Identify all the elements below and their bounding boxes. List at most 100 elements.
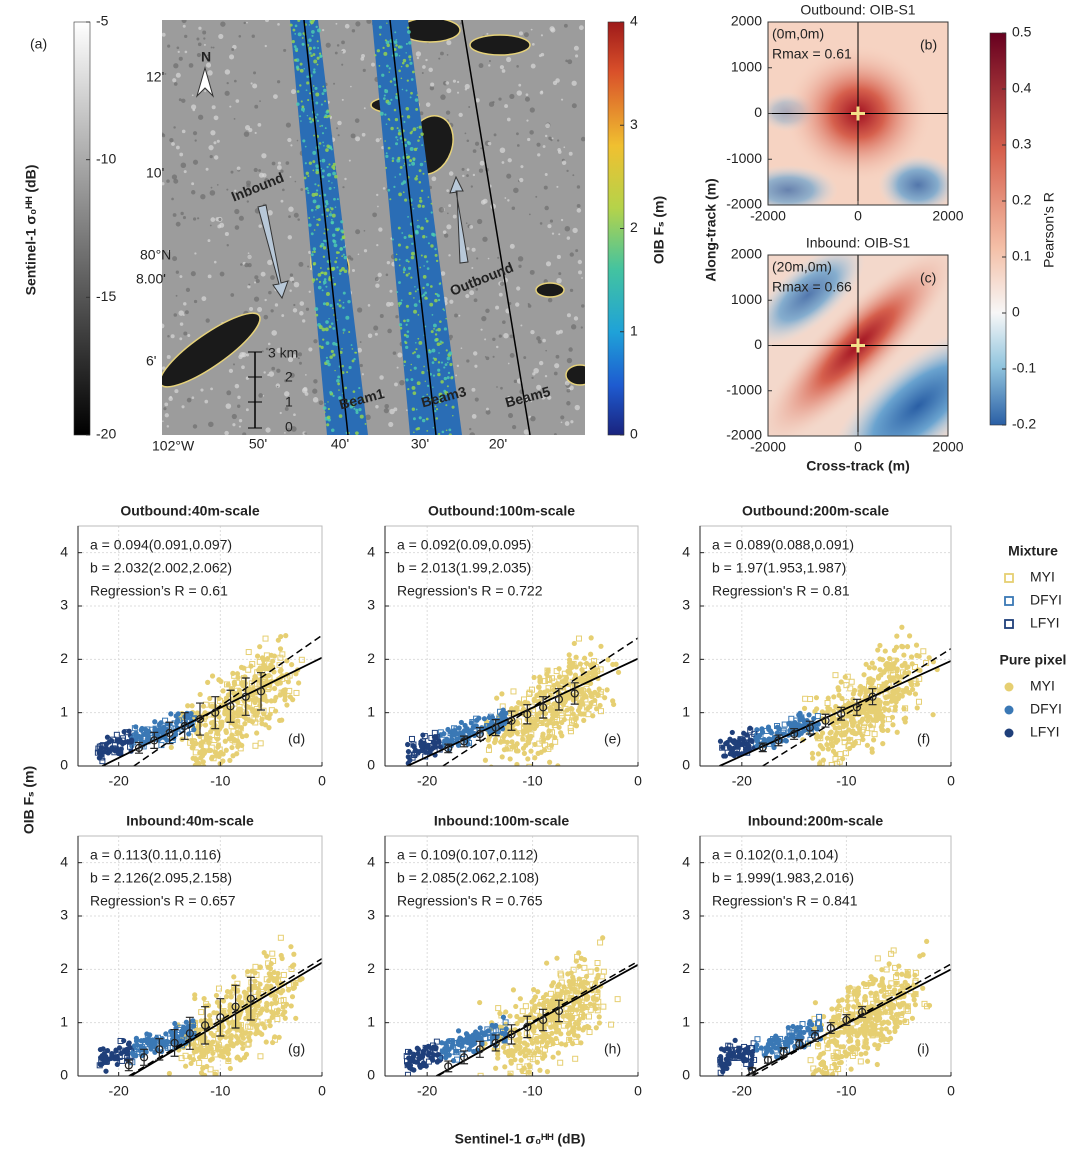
- map-texture: [299, 311, 303, 315]
- scatter-point-decor: [253, 712, 258, 717]
- swath-texture: [302, 43, 304, 45]
- swath-texture: [346, 371, 348, 373]
- swath-texture: [424, 161, 426, 163]
- scatter-point-decor: [556, 1050, 561, 1055]
- swath-texture: [387, 101, 391, 105]
- map-texture: [387, 329, 392, 334]
- fit-text: a = 0.094(0.091,0.097): [90, 537, 232, 553]
- colorbar-tick-label: -15: [96, 288, 116, 304]
- map-texture: [571, 324, 576, 329]
- map-texture: [248, 284, 250, 286]
- map-texture: [384, 408, 389, 413]
- swath-texture: [392, 160, 394, 162]
- map-texture: [211, 187, 213, 189]
- scatter-point-decor: [600, 935, 605, 940]
- map-texture: [552, 233, 554, 235]
- swath-texture: [339, 414, 343, 418]
- map-texture: [239, 35, 242, 38]
- map-texture: [165, 413, 169, 417]
- map-label: 0: [285, 419, 293, 435]
- scatter-point-decor: [445, 727, 450, 732]
- swath-texture: [332, 307, 334, 309]
- scatter-point-decor: [540, 731, 545, 736]
- swath-texture: [434, 248, 436, 250]
- scatter-point-decor: [727, 745, 732, 750]
- map-label: 102°W: [152, 438, 195, 454]
- scatter-point-decor: [454, 1049, 459, 1054]
- swath-texture: [344, 270, 348, 274]
- swath-texture: [292, 40, 295, 43]
- scatter-point-decor: [578, 1040, 583, 1045]
- swath-texture: [398, 70, 401, 73]
- scatter-point-decor: [900, 663, 905, 668]
- map-texture: [530, 270, 535, 275]
- map-texture: [466, 222, 468, 224]
- swath-texture: [317, 120, 319, 122]
- scatter-point-decor: [565, 1024, 570, 1029]
- swath-texture: [323, 280, 327, 284]
- scatter-point-decor: [236, 707, 241, 712]
- map-texture: [213, 141, 216, 144]
- swath-texture: [406, 305, 409, 308]
- scatter-point-decor: [455, 731, 460, 736]
- y-tick-label: 1: [60, 1013, 68, 1029]
- map-texture: [237, 166, 241, 170]
- scatter-point-decor: [144, 732, 149, 737]
- scatter-point-decor: [239, 1033, 244, 1038]
- map-texture: [239, 426, 241, 428]
- map-texture: [526, 93, 529, 96]
- scatter-point-decor: [838, 767, 843, 772]
- map-texture: [297, 140, 299, 142]
- scatter-point-decor: [507, 1013, 512, 1018]
- swath-texture: [392, 157, 395, 160]
- scatter-point-decor: [519, 1018, 524, 1023]
- map-texture: [217, 184, 219, 186]
- fit-text: a = 0.113(0.11,0.116): [90, 847, 221, 863]
- map-texture: [179, 57, 183, 61]
- map-texture: [555, 78, 560, 83]
- map-texture: [256, 279, 260, 283]
- swath-texture: [408, 41, 412, 45]
- swath-texture: [317, 169, 319, 171]
- map-texture: [473, 174, 475, 176]
- map-texture: [445, 81, 449, 85]
- swath-texture: [417, 225, 421, 229]
- swath-texture: [305, 146, 307, 148]
- swath-texture: [324, 100, 326, 102]
- map-texture: [344, 178, 346, 180]
- map-texture: [472, 248, 476, 252]
- swath-texture: [437, 369, 440, 372]
- swath-texture: [392, 238, 394, 240]
- map-texture: [508, 363, 510, 365]
- map-texture: [322, 29, 324, 31]
- map-texture: [397, 353, 402, 358]
- swath-texture: [426, 298, 428, 300]
- map-texture: [186, 288, 190, 292]
- swath-texture: [343, 292, 346, 295]
- map-texture: [378, 227, 382, 231]
- scatter-point-decor: [544, 672, 549, 677]
- scatter-point-decor: [268, 1023, 273, 1028]
- map-texture: [362, 373, 364, 375]
- swath-texture: [344, 256, 347, 259]
- scatter-point-decor: [279, 718, 284, 723]
- swath-texture: [365, 423, 367, 425]
- swath-texture: [314, 183, 316, 185]
- map-texture: [465, 132, 467, 134]
- swath-texture: [312, 160, 315, 163]
- map-texture: [373, 326, 378, 331]
- map-texture: [282, 188, 285, 191]
- swath-texture: [343, 332, 344, 333]
- map-texture: [263, 371, 265, 373]
- map-texture: [337, 121, 342, 126]
- colorbar-title: Pearson's R: [1041, 192, 1057, 268]
- map-texture: [162, 33, 166, 37]
- map-texture: [527, 138, 530, 141]
- swath-texture: [419, 136, 421, 138]
- map-texture: [481, 200, 486, 205]
- map-texture: [561, 99, 563, 101]
- swath-texture: [332, 172, 336, 176]
- swath-texture: [305, 162, 307, 164]
- map-texture: [492, 338, 495, 341]
- scatter-point-decor: [582, 656, 587, 661]
